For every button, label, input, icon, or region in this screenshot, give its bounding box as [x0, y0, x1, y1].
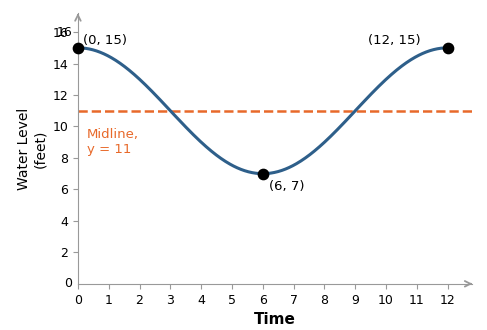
X-axis label: Time: Time — [254, 312, 296, 327]
Point — [259, 171, 267, 176]
Text: 16: 16 — [56, 26, 73, 39]
Text: 0: 0 — [64, 277, 73, 290]
Point — [74, 45, 82, 50]
Text: (12, 15): (12, 15) — [368, 34, 420, 47]
Point — [444, 45, 451, 50]
Text: (6, 7): (6, 7) — [269, 180, 304, 193]
Text: Midline,
y = 11: Midline, y = 11 — [87, 128, 139, 156]
Y-axis label: Water Level
(feet): Water Level (feet) — [17, 107, 47, 190]
Text: (0, 15): (0, 15) — [82, 34, 127, 47]
